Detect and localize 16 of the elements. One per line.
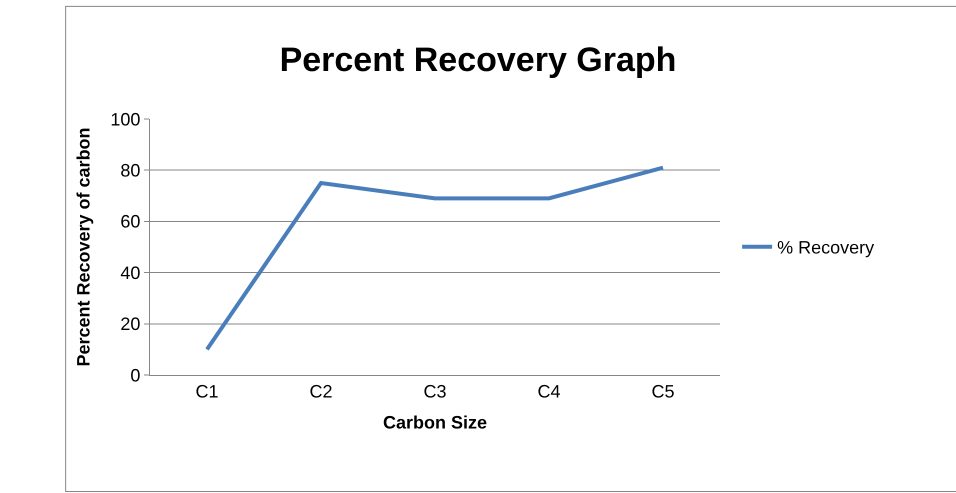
y-axis-title: Percent Recovery of carbon [74,127,94,367]
y-tick-label: 60 [120,212,140,232]
x-tick-label: C4 [537,382,561,402]
y-tick-label: 20 [120,314,140,334]
x-tick-label: C1 [195,382,219,402]
y-tick-label: 80 [120,160,140,180]
x-tick-label: C2 [309,382,333,402]
x-tick-label: C3 [423,382,447,402]
x-axis-title: Carbon Size [382,412,488,433]
chart-title: Percent Recovery Graph [280,41,676,80]
y-tick-label: 40 [120,262,140,283]
y-tick-label: 0 [130,365,140,386]
x-tick-label: C5 [651,382,675,402]
line-series [205,166,665,352]
y-tick-label: 100 [110,109,140,130]
legend-label: % Recovery [777,238,874,258]
